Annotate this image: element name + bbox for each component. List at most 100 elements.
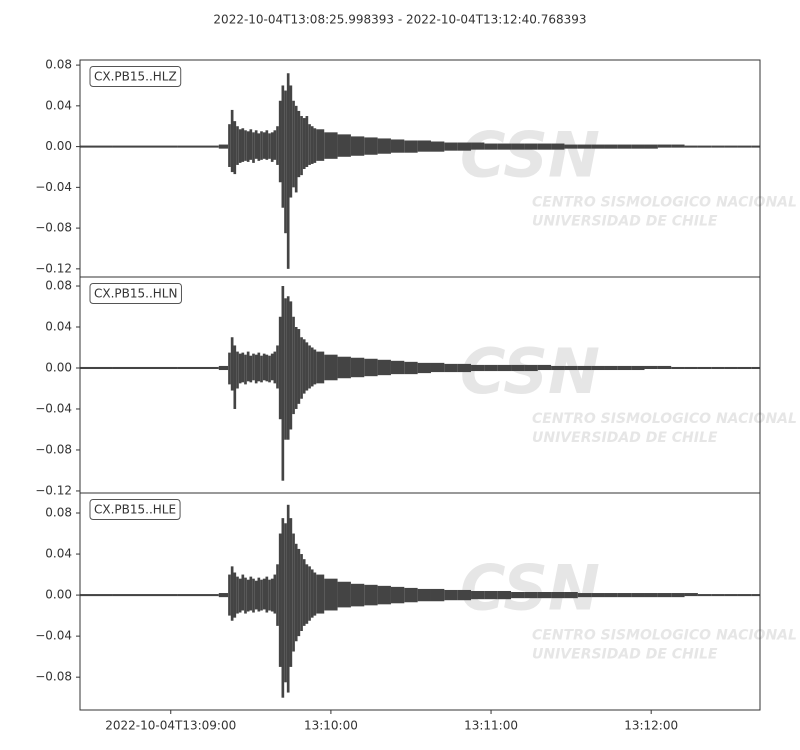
- x-tick-label: 13:11:00: [464, 719, 518, 733]
- trace-segment: [430, 362, 445, 373]
- watermark-text: CENTRO SISMOLOGICO NACIONAL: [532, 627, 797, 643]
- trace-segment: [511, 364, 525, 372]
- trace-segment: [236, 351, 239, 389]
- y-tick-label: −0.04: [35, 401, 72, 415]
- x-tick-label: 13:10:00: [304, 719, 358, 733]
- trace-segment: [591, 144, 605, 149]
- trace-segment: [657, 144, 672, 148]
- trace-segment: [297, 548, 301, 637]
- trace-segment: [313, 349, 317, 385]
- trace-segment: [260, 355, 263, 383]
- y-tick-label: 0.00: [45, 588, 72, 602]
- trace-segment: [233, 345, 237, 409]
- trace-segment: [246, 579, 250, 612]
- trace-segment: [404, 361, 418, 375]
- y-tick-label: 0.04: [45, 98, 72, 112]
- trace-segment: [254, 580, 258, 610]
- trace-segment: [270, 578, 274, 612]
- trace-segment: [430, 588, 445, 602]
- trace-segment: [273, 574, 277, 614]
- trace-segment: [236, 126, 239, 165]
- trace-segment: [257, 133, 261, 161]
- trace-segment: [292, 533, 295, 652]
- trace-segment: [471, 364, 485, 372]
- trace-segment: [711, 145, 725, 148]
- trace-segment: [604, 144, 618, 149]
- panel: CSN CENTRO SISMOLOGICO NACIONAL UNIVERSIDA…: [35, 276, 797, 497]
- trace-segment: [457, 363, 472, 373]
- trace-segment: [337, 356, 351, 379]
- trace-segment: [316, 351, 325, 384]
- trace-segment: [444, 589, 458, 601]
- trace-segment: [511, 143, 525, 150]
- trace-segment: [281, 85, 285, 208]
- y-tick-label: −0.08: [35, 442, 72, 456]
- trace-segment: [644, 593, 658, 598]
- trace-segment: [644, 144, 658, 149]
- trace-segment: [289, 518, 293, 667]
- trace-segment: [265, 354, 269, 382]
- y-tick-label: −0.08: [35, 221, 72, 235]
- trace-segment: [737, 594, 752, 597]
- trace-segment: [671, 593, 685, 598]
- x-tick-label: 2022-10-04T13:09:00: [105, 719, 236, 733]
- panel-frame: [79, 59, 761, 278]
- trace-segment: [537, 592, 552, 599]
- trace-segment: [265, 576, 269, 613]
- y-tick-label: 0.00: [45, 139, 72, 153]
- trace-segment: [497, 364, 512, 372]
- trace-segment: [294, 105, 298, 193]
- trace-segment: [564, 592, 578, 599]
- trace-segment: [751, 594, 760, 597]
- trace-segment: [244, 130, 247, 161]
- trace-segment: [80, 594, 113, 597]
- trace-segment: [230, 566, 234, 621]
- trace-segment: [244, 354, 247, 385]
- y-tick-label: 0.08: [45, 279, 72, 293]
- watermark-logo: CSN: [460, 551, 600, 624]
- trace-segment: [302, 118, 306, 170]
- trace-segment: [511, 592, 525, 599]
- trace-segment: [292, 316, 295, 415]
- channel-label-box: [89, 283, 182, 304]
- trace-segment: [300, 554, 303, 631]
- trace-segment: [684, 366, 698, 370]
- trace-segment: [524, 364, 538, 372]
- trace-segment: [284, 523, 287, 683]
- trace-segment: [257, 352, 261, 382]
- watermark-text: UNIVERSIDAD DE CHILE: [532, 430, 718, 446]
- watermark-logo: CSN: [460, 118, 600, 191]
- trace-segment: [631, 593, 645, 598]
- panel-frame: [79, 492, 761, 711]
- trace-segment: [244, 577, 247, 614]
- trace-segment: [276, 345, 279, 389]
- watermark-text: CENTRO SISMOLOGICO NACIONAL: [532, 194, 797, 210]
- trace-segment: [444, 142, 458, 151]
- trace-segment: [350, 136, 365, 156]
- trace-segment: [497, 590, 512, 600]
- trace-segment: [377, 359, 391, 376]
- trace-segment: [289, 85, 293, 198]
- y-tick-label: 0.04: [45, 547, 72, 561]
- trace-segment: [302, 559, 306, 626]
- trace-segment: [471, 142, 485, 150]
- trace-segment: [270, 132, 274, 162]
- trace-segment: [577, 365, 592, 371]
- trace-segment: [241, 574, 245, 611]
- watermark-logo: CSN: [460, 335, 600, 408]
- trace-segment: [417, 362, 431, 374]
- trace-segment: [262, 578, 266, 610]
- trace-segment: [684, 145, 698, 148]
- trace-segment: [497, 143, 512, 150]
- chart-title: 2022-10-04T13:08:25.998393 - 2022-10-04T…: [213, 13, 586, 27]
- trace-segment: [484, 143, 498, 150]
- trace-segment: [177, 594, 219, 597]
- trace-segment: [724, 366, 738, 370]
- trace-segment: [537, 364, 552, 371]
- trace-segment: [737, 145, 752, 148]
- trace-segment: [471, 590, 485, 600]
- trace-segment: [591, 365, 605, 371]
- trace-segment: [310, 126, 314, 164]
- trace-segment: [377, 138, 391, 154]
